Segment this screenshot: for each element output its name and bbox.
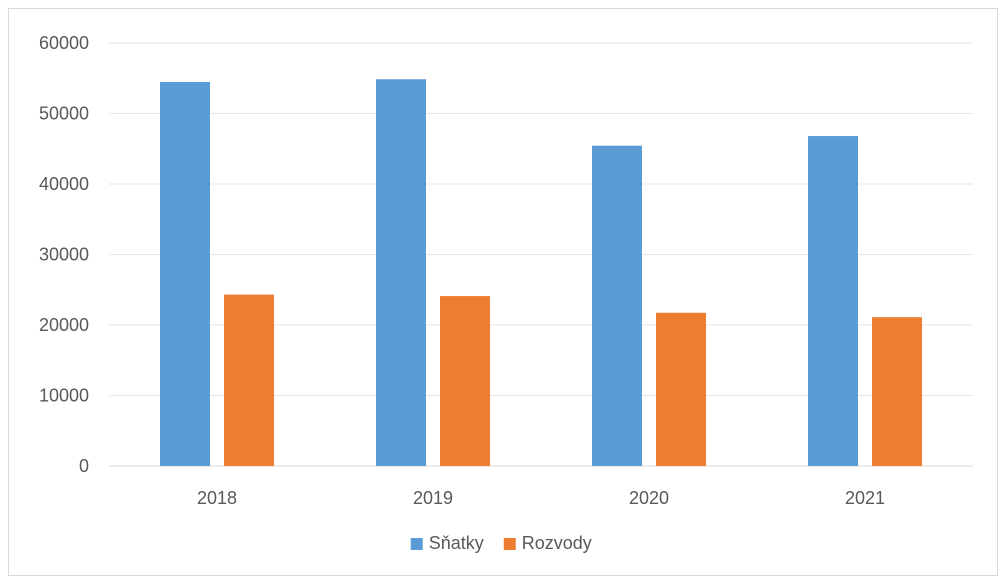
y-tick-label: 60000 <box>39 33 89 53</box>
legend-item-Sňatky: Sňatky <box>410 533 484 553</box>
x-tick-label: 2019 <box>413 488 453 508</box>
y-tick-label: 40000 <box>39 174 89 194</box>
legend: Sňatky Rozvody <box>410 533 592 553</box>
legend-label: Rozvody <box>522 533 592 553</box>
x-tick-label: 2018 <box>197 488 237 508</box>
y-tick-label: 50000 <box>39 104 89 124</box>
y-tick-label: 30000 <box>39 245 89 265</box>
bar-Sňatky-2021 <box>808 136 858 466</box>
bar-Rozvody-2019 <box>440 296 490 466</box>
x-axis-ticks: 2018 2019 2020 2021 <box>197 488 885 508</box>
bar-chart: 0 10000 20000 30000 40000 50000 60000 2018 2019… <box>39 33 973 553</box>
bar-Sňatky-2020 <box>592 145 642 466</box>
chart-frame: 0 10000 20000 30000 40000 50000 60000 2018 2019… <box>8 8 998 576</box>
y-tick-label: 0 <box>79 456 89 476</box>
bars <box>160 79 922 466</box>
legend-item-Rozvody: Rozvody <box>503 533 592 553</box>
bar-Rozvody-2020 <box>656 312 706 466</box>
bar-Rozvody-2018 <box>224 294 274 466</box>
x-tick-label: 2020 <box>629 488 669 508</box>
legend-label: Sňatky <box>429 533 484 553</box>
y-tick-label: 10000 <box>39 386 89 406</box>
bar-Sňatky-2018 <box>160 81 210 466</box>
y-tick-label: 20000 <box>39 315 89 335</box>
y-axis-ticks: 0 10000 20000 30000 40000 50000 60000 <box>39 33 89 476</box>
legend-swatch <box>503 538 516 550</box>
bar-Sňatky-2019 <box>376 79 426 466</box>
legend-swatch <box>410 538 423 550</box>
x-tick-label: 2021 <box>845 488 885 508</box>
bar-Rozvody-2021 <box>872 317 922 466</box>
